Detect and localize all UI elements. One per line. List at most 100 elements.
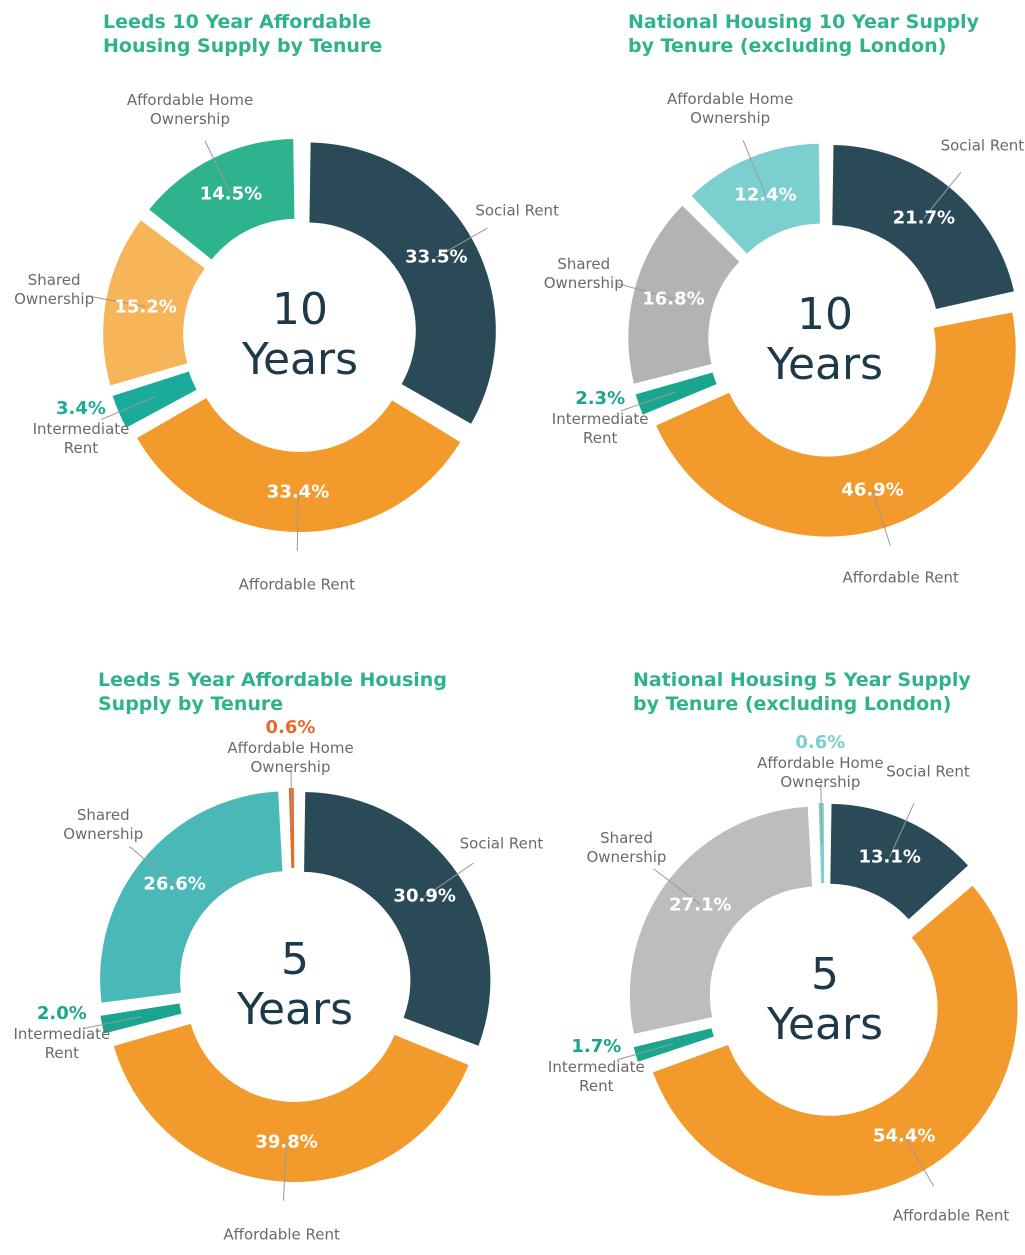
donut-slice <box>113 1023 469 1182</box>
category-label: Affordable Rent <box>842 568 959 587</box>
leader-line <box>617 1042 675 1061</box>
leader-line <box>290 769 293 829</box>
donut-slice <box>100 791 283 1003</box>
slice-label-group: Social Rent <box>442 202 592 221</box>
slice-label-group: Affordable Rent <box>876 1206 1025 1225</box>
slice-label-group: Social Rent <box>426 835 576 854</box>
leader-line <box>653 868 701 905</box>
category-label: Social Rent <box>475 201 559 220</box>
value-label: 30.9% <box>393 885 456 907</box>
leader-line <box>296 491 299 551</box>
leader-line <box>87 295 146 308</box>
value-label: 0.6% <box>265 717 316 739</box>
slice-label-group: 0.6% Affordable Home Ownership <box>216 717 366 777</box>
category-label: Shared Ownership <box>543 255 624 293</box>
value-label: 15.2% <box>114 296 177 318</box>
value-label: 54.4% <box>872 1125 936 1147</box>
chart-title: Leeds 10 Year Affordable Housing Supply … <box>103 11 383 57</box>
donut-slice <box>100 1003 182 1034</box>
leader-line <box>923 171 962 219</box>
value-label: 1.7% <box>571 1035 622 1057</box>
leader-line <box>903 1135 935 1187</box>
leader-line <box>889 802 915 858</box>
donut-slice <box>309 142 496 424</box>
value-label: 26.6% <box>143 873 206 895</box>
category-label: Social Rent <box>940 136 1025 155</box>
slice-label-group: Shared Ownership <box>509 255 659 293</box>
slice-label-group: Affordable Home Ownership <box>115 91 265 129</box>
slice-label-group: 1.7% Intermediate Rent <box>521 1036 671 1096</box>
leader-line <box>83 1016 142 1030</box>
slice-label-group: 0.6% Affordable Home Ownership <box>745 732 895 792</box>
center-label: 10 Years <box>766 289 884 390</box>
category-label: Social Rent <box>459 834 544 853</box>
leader-line <box>128 846 175 885</box>
category-label: Affordable Home Ownership <box>227 739 354 777</box>
value-label: 33.5% <box>405 246 468 268</box>
value-label: 3.4% <box>56 398 106 420</box>
leader-line <box>424 862 474 897</box>
value-label: 0.6% <box>795 732 846 754</box>
category-label: Affordable Rent <box>223 1225 340 1244</box>
donut-slice <box>304 791 491 1046</box>
center-label: 5 Years <box>236 934 354 1035</box>
leader-line <box>820 784 823 844</box>
slice-label-group: Affordable Rent <box>222 575 372 594</box>
donut-slice <box>112 371 197 428</box>
slice-label-group: Shared Ownership <box>28 806 178 844</box>
category-label: Social Rent <box>886 762 970 781</box>
donut-slice <box>149 138 295 260</box>
donut-slice <box>691 143 820 254</box>
donut-slice <box>656 312 1016 537</box>
slice-label-group: Affordable Home Ownership <box>655 90 805 128</box>
value-label: 2.0% <box>36 1002 87 1024</box>
category-label: Affordable Home Ownership <box>126 91 254 129</box>
donut-slice <box>830 803 969 920</box>
slice-label-group: Shared Ownership <box>551 829 701 867</box>
leader-line <box>282 1141 288 1201</box>
chart-title: National Housing 5 Year Supply by Tenure… <box>633 669 971 715</box>
donut-slice <box>818 803 825 884</box>
slice-label-group: Affordable Rent <box>207 1225 357 1244</box>
donut-slice <box>635 372 717 415</box>
slice-label-group: Shared Ownership <box>0 271 129 309</box>
donut-slice <box>629 806 813 1034</box>
chart-title: Leeds 5 Year Affordable Housing Supply b… <box>98 669 447 715</box>
leader-line <box>620 391 677 412</box>
leader-line <box>872 489 891 547</box>
category-label: Intermediate Rent <box>13 1024 111 1062</box>
category-label: Shared Ownership <box>14 270 95 308</box>
category-label: Affordable Home Ownership <box>666 89 794 127</box>
value-label: 14.5% <box>199 183 263 205</box>
slice-label-group: Social Rent <box>907 136 1025 155</box>
category-label: Intermediate Rent <box>547 1057 645 1095</box>
leader-line <box>436 227 488 258</box>
value-label: 21.7% <box>892 207 956 229</box>
donut-slice <box>832 145 1014 310</box>
donut-slice <box>652 885 1018 1196</box>
donut-slice <box>628 205 740 384</box>
leader-line <box>101 395 156 420</box>
category-label: Shared Ownership <box>586 829 667 867</box>
value-label: 27.1% <box>669 894 732 916</box>
leader-line <box>204 140 232 195</box>
slice-label-group: 2.3% Intermediate Rent <box>525 388 675 448</box>
center-label: 10 Years <box>241 284 359 385</box>
center-label: 5 Years <box>766 949 884 1050</box>
donut-slice <box>633 1028 714 1062</box>
leader-line <box>742 139 766 195</box>
slice-label-group: Social Rent <box>853 763 1003 782</box>
chart-title: National Housing 10 Year Supply by Tenur… <box>628 11 979 57</box>
value-label: 13.1% <box>858 846 921 868</box>
value-label: 39.8% <box>255 1131 318 1153</box>
donut-slice <box>103 220 205 386</box>
value-label: 2.3% <box>575 388 626 410</box>
category-label: Affordable Rent <box>238 575 356 594</box>
value-label: 46.9% <box>841 479 904 501</box>
category-label: Affordable Home Ownership <box>757 754 884 792</box>
slice-label-group: Affordable Rent <box>826 569 976 588</box>
category-label: Shared Ownership <box>63 805 144 843</box>
slice-label-group: 2.0% Intermediate Rent <box>0 1003 137 1063</box>
